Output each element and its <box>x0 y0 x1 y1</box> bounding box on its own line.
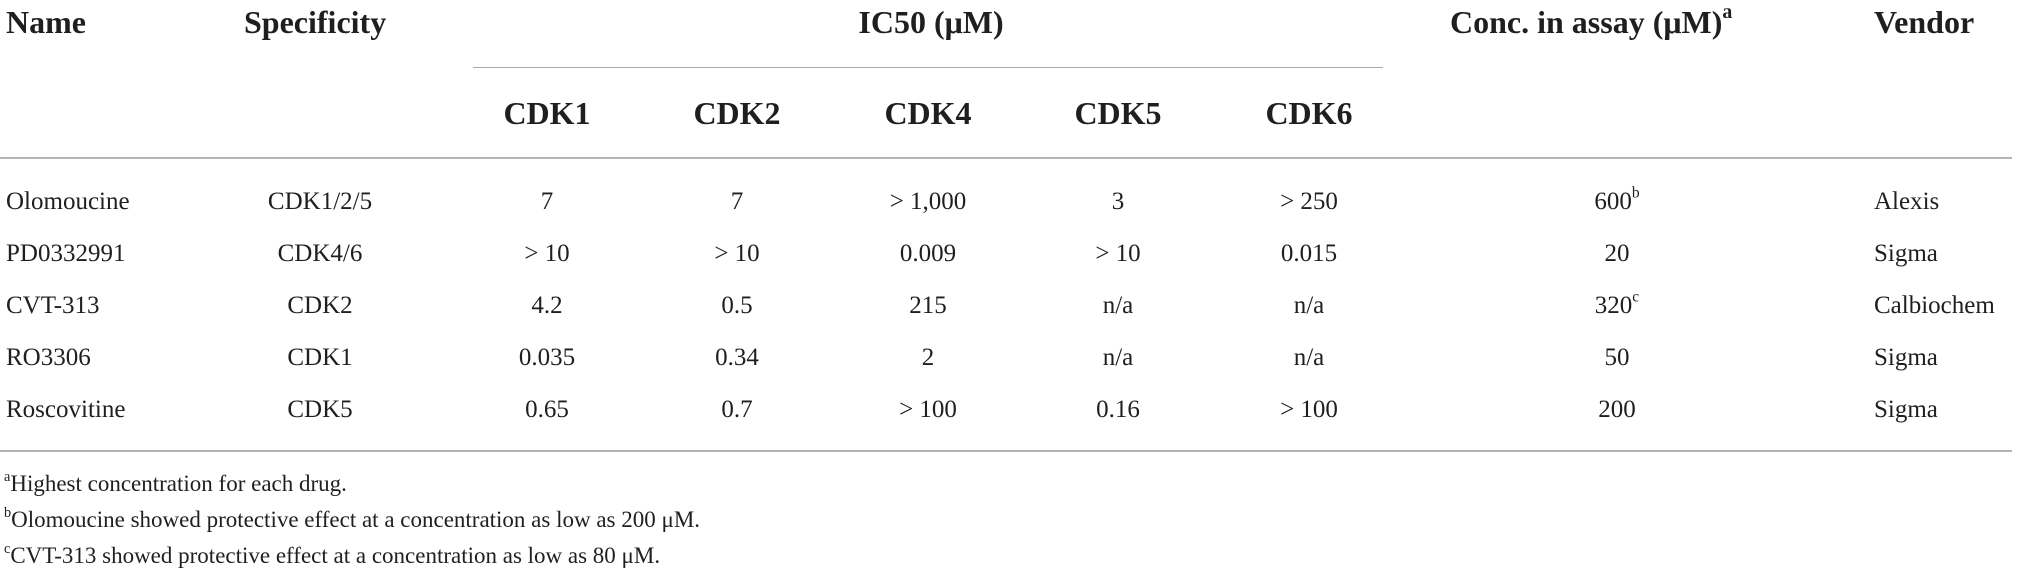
header-conc-text: Conc. in assay (μM) <box>1450 4 1723 40</box>
footnote: cCVT-313 showed protective effect at a c… <box>4 541 661 568</box>
bottom-rule <box>0 450 2012 452</box>
cell-name: CVT-313 <box>6 292 100 319</box>
cell-name: Roscovitine <box>6 396 126 423</box>
header-cdk5: CDK5 <box>1074 95 1162 131</box>
cell-specificity: CDK5 <box>287 396 353 423</box>
cell-name: RO3306 <box>6 344 91 371</box>
header-cdk6: CDK6 <box>1265 95 1353 131</box>
cell-cdk1: 4.2 <box>531 292 563 319</box>
footnote: aHighest concentration for each drug. <box>4 469 347 496</box>
cell-vendor: Calbiochem <box>1874 292 1995 319</box>
cell-conc-value: 600 <box>1594 188 1632 215</box>
cell-conc: 50 <box>1605 345 1630 371</box>
footnote-mark: c <box>4 541 11 558</box>
cell-vendor: Alexis <box>1874 188 1940 215</box>
cell-cdk1: 0.035 <box>518 344 576 371</box>
cell-cdk2: 0.7 <box>721 396 753 423</box>
footnote: bOlomoucine showed protective effect at … <box>4 505 701 532</box>
header-rule <box>0 157 2012 159</box>
cell-cdk1: 0.65 <box>525 396 569 423</box>
cell-cdk4: > 1,000 <box>889 188 967 215</box>
header-conc-mark: a <box>1722 1 1733 24</box>
cell-vendor: Sigma <box>1874 344 1938 371</box>
header-cdk4: CDK4 <box>884 95 972 131</box>
cell-vendor: Sigma <box>1874 240 1938 267</box>
cell-cdk4: 0.009 <box>899 240 957 267</box>
cell-cdk5: n/a <box>1102 292 1134 319</box>
cell-cdk6: 0.015 <box>1280 240 1338 267</box>
cell-cdk2: 0.5 <box>721 292 753 319</box>
cell-conc-mark: c <box>1632 288 1640 306</box>
cell-cdk5: 0.16 <box>1096 396 1140 423</box>
cell-cdk2: 7 <box>730 188 744 215</box>
cell-conc: 200 <box>1598 397 1636 423</box>
cell-conc-value: 200 <box>1598 396 1636 423</box>
header-specificity: Specificity <box>244 4 387 40</box>
cell-vendor: Sigma <box>1874 396 1938 423</box>
cell-conc: 20 <box>1605 241 1630 267</box>
cell-specificity: CDK1 <box>287 344 353 371</box>
cell-conc: 320c <box>1594 289 1639 319</box>
header-vendor: Vendor <box>1874 4 1975 40</box>
cell-conc: 600b <box>1594 185 1639 215</box>
cell-cdk2: 0.34 <box>715 344 759 371</box>
cell-specificity: CDK1/2/5 <box>267 188 373 215</box>
cell-cdk6: > 250 <box>1280 188 1338 215</box>
cell-cdk1: 7 <box>540 188 554 215</box>
header-conc: Conc. in assay (μM)a <box>1450 2 1732 40</box>
cell-conc-value: 20 <box>1604 240 1630 267</box>
header-name: Name <box>6 4 86 40</box>
cell-cdk6: n/a <box>1293 344 1325 371</box>
header-cdk2: CDK2 <box>693 95 781 131</box>
cell-cdk5: > 10 <box>1095 240 1141 267</box>
ic50-group-underline <box>473 67 1383 68</box>
cell-conc-mark: b <box>1631 184 1640 202</box>
footnote-text: Olomoucine showed protective effect at a… <box>11 507 701 532</box>
cell-specificity: CDK4/6 <box>277 240 363 267</box>
cell-conc-value: 320 <box>1594 292 1633 319</box>
cell-conc-value: 50 <box>1604 344 1630 371</box>
footnote-mark: b <box>4 505 12 522</box>
cell-specificity: CDK2 <box>287 292 353 319</box>
cell-cdk4: > 100 <box>899 396 957 423</box>
header-cdk1: CDK1 <box>503 95 591 131</box>
cell-cdk6: n/a <box>1293 292 1325 319</box>
header-ic50-group: IC50 (μM) <box>858 4 1004 40</box>
cell-name: PD0332991 <box>6 240 126 267</box>
cell-cdk5: 3 <box>1111 188 1125 215</box>
cell-name: Olomoucine <box>6 188 130 215</box>
footnote-text: CVT-313 showed protective effect at a co… <box>10 543 661 568</box>
cell-cdk4: 215 <box>909 292 947 319</box>
cell-cdk2: > 10 <box>714 240 760 267</box>
cell-cdk5: n/a <box>1102 344 1134 371</box>
cell-cdk1: > 10 <box>524 240 570 267</box>
cell-cdk6: > 100 <box>1280 396 1338 423</box>
cell-cdk4: 2 <box>921 344 935 371</box>
footnote-text: Highest concentration for each drug. <box>10 471 347 496</box>
footnote-mark: a <box>4 469 11 486</box>
